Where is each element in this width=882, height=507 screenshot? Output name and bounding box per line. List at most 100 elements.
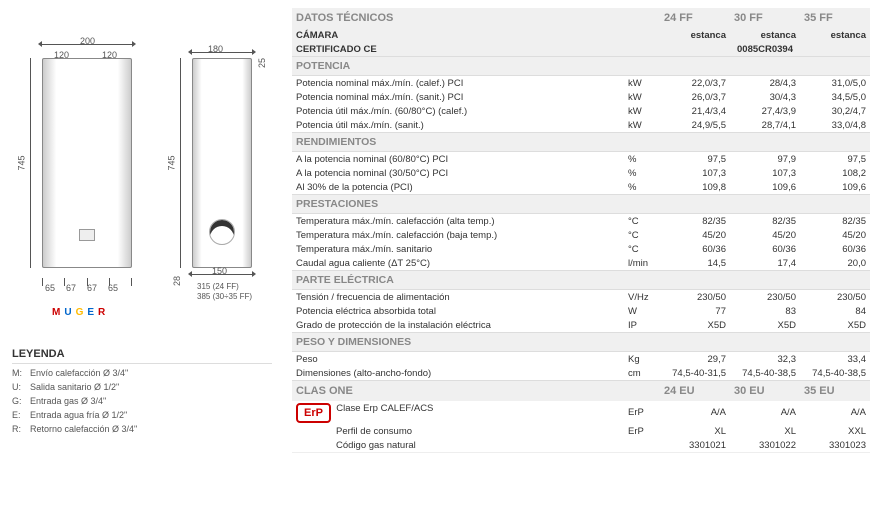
table-row: Temperatura máx./mín. sanitario°C60/3660… [292,242,870,256]
erp-badge-icon: ErP [296,403,331,423]
row-unit: l/min [624,256,660,271]
dim-b-2: 67 [87,283,97,293]
section-title: PESO Y DIMENSIONES [292,333,870,352]
table-row: Potencia útil máx./mín. (60/80°C) (calef… [292,104,870,118]
legend-text: Retorno calefacción Ø 3/4" [30,424,137,434]
model-col-0: 24 FF [660,8,730,28]
technical-drawing: 200 120 120 745 65 67 67 65 MUGER 180 25… [12,38,272,338]
row-unit: kW [624,90,660,104]
table-row: Potencia nominal máx./mín. (calef.) PCIk… [292,76,870,91]
table-row: A la potencia nominal (60/80°C) PCI%97,5… [292,152,870,167]
section-title: PARTE ELÉCTRICA [292,271,870,290]
cert-label: CERTIFICADO CE [292,42,624,57]
legend-text: Envío calefacción Ø 3/4" [30,368,128,378]
table-row: Dimensiones (alto-ancho-fondo)cm74,5-40-… [292,366,870,381]
muger-labels: MUGER [52,307,109,318]
dim-150: 150 [212,266,227,276]
row-unit: % [624,152,660,167]
row-label: ErP Clase Erp CALEF/ACS [292,401,624,424]
model-col-1: 30 FF [730,8,800,28]
table-row: Perfil de consumoErPXLXLXXL [292,424,870,438]
table-row: Al 30% de la potencia (PCI)%109,8109,610… [292,180,870,195]
legend-key: E: [12,410,30,420]
dim-385: 385 (30÷35 FF) [197,292,252,301]
row-label: A la potencia nominal (60/80°C) PCI [292,152,624,167]
row-label: Caudal agua caliente (ΔT 25°C) [292,256,624,271]
dim-width-200: 200 [80,36,95,46]
table-row: Caudal agua caliente (ΔT 25°C)l/min14,51… [292,256,870,271]
legend-title: LEYENDA [12,348,272,364]
dim-25: 25 [257,58,267,68]
row-label: Al 30% de la potencia (PCI) [292,180,624,195]
legend-key: R: [12,424,30,434]
legend-key: G: [12,396,30,406]
legend-text: Salida sanitario Ø 1/2" [30,382,119,392]
dim-120-left: 120 [54,50,69,60]
diagram-column: 200 120 120 745 65 67 67 65 MUGER 180 25… [12,8,272,453]
legend-row: M:Envío calefacción Ø 3/4" [12,368,272,378]
dim-b-0: 65 [45,283,55,293]
table-row: Temperatura máx./mín. calefacción (alta … [292,214,870,229]
spec-column: DATOS TÉCNICOS 24 FF 30 FF 35 FF CÁMARA … [292,8,870,453]
spec-table: DATOS TÉCNICOS 24 FF 30 FF 35 FF CÁMARA … [292,8,870,453]
row-label: Potencia nominal máx./mín. (sanit.) PCI [292,90,624,104]
cert-value: 0085CR0394 [660,42,870,57]
row-unit: °C [624,242,660,256]
row-label: Potencia nominal máx./mín. (calef.) PCI [292,76,624,91]
row-unit: kW [624,104,660,118]
legend-text: Entrada gas Ø 3/4" [30,396,106,406]
row-unit: % [624,180,660,195]
boiler-front-view [42,58,132,268]
row-unit: IP [624,318,660,333]
legend-key: M: [12,368,30,378]
camara-label: CÁMARA [292,28,624,42]
row-unit: % [624,166,660,180]
row-label: Tensión / frecuencia de alimentación [292,290,624,305]
legend-text: Entrada agua fría Ø 1/2" [30,410,127,420]
legend-key: U: [12,382,30,392]
dim-745-side: 745 [167,155,177,170]
row-unit: Kg [624,352,660,367]
section-title: RENDIMIENTOS [292,133,870,152]
clasone-title: CLAS ONE [292,381,624,402]
dim-b-3: 65 [108,283,118,293]
dim-28: 28 [172,276,182,286]
row-label: Dimensiones (alto-ancho-fondo) [292,366,624,381]
legend-row: R:Retorno calefacción Ø 3/4" [12,424,272,434]
row-label: Potencia útil máx./mín. (sanit.) [292,118,624,133]
table-row: Tensión / frecuencia de alimentaciónV/Hz… [292,290,870,305]
boiler-side-view [192,58,252,268]
section-title: POTENCIA [292,57,870,76]
row-label: Perfil de consumo [292,424,624,438]
table-row: Código gas natural330102133010223301023 [292,438,870,453]
table-row: Potencia útil máx./mín. (sanit.)kW24,9/5… [292,118,870,133]
table-row: Potencia nominal máx./mín. (sanit.) PCIk… [292,90,870,104]
model-col-2: 35 FF [800,8,870,28]
row-unit: °C [624,228,660,242]
dim-315: 315 (24 FF) [197,282,239,291]
table-row: Temperatura máx./mín. calefacción (baja … [292,228,870,242]
row-label: A la potencia nominal (30/50°C) PCI [292,166,624,180]
legend-row: G:Entrada gas Ø 3/4" [12,396,272,406]
row-label: Código gas natural [292,438,624,453]
table-row: Potencia eléctrica absorbida totalW77838… [292,304,870,318]
dim-height-745: 745 [17,155,27,170]
legend-list: M:Envío calefacción Ø 3/4"U:Salida sanit… [12,368,272,434]
row-label: Potencia eléctrica absorbida total [292,304,624,318]
row-unit: kW [624,76,660,91]
section-title: PRESTACIONES [292,195,870,214]
row-unit: kW [624,118,660,133]
row-unit: V/Hz [624,290,660,305]
legend-row: E:Entrada agua fría Ø 1/2" [12,410,272,420]
table-row: PesoKg29,732,333,4 [292,352,870,367]
row-unit: W [624,304,660,318]
row-label: Temperatura máx./mín. sanitario [292,242,624,256]
row-label: Temperatura máx./mín. calefacción (baja … [292,228,624,242]
row-label: Temperatura máx./mín. calefacción (alta … [292,214,624,229]
row-label: Peso [292,352,624,367]
dim-b-1: 67 [66,283,76,293]
dim-120-right: 120 [102,50,117,60]
row-unit: °C [624,214,660,229]
table-row: ErP Clase Erp CALEF/ACSErPA/AA/AA/A [292,401,870,424]
table-title: DATOS TÉCNICOS [292,8,624,28]
